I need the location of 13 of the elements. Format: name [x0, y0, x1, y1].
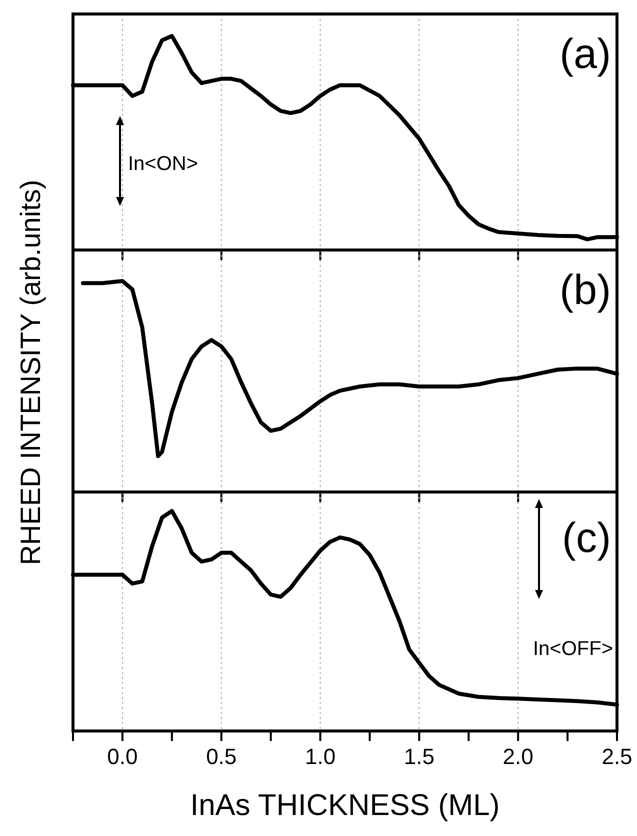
y-axis-title: RHEED INTENSITY (arb.units): [15, 180, 46, 566]
x-tick-label: 2.0: [502, 744, 534, 769]
x-tick-label: 1.0: [304, 744, 336, 769]
x-tick-label: 1.5: [404, 744, 434, 769]
x-axis-title: InAs THICKNESS (ML): [190, 789, 500, 822]
x-tick-label: 0.5: [206, 744, 237, 769]
annotation: (c): [562, 514, 611, 561]
annotation: (b): [560, 266, 611, 313]
annotation: (a): [560, 30, 611, 77]
annotation: In<ON>: [128, 153, 198, 175]
x-tick-label: 2.5: [602, 744, 632, 769]
x-tick-label: 0.0: [107, 744, 138, 769]
annotation: In<OFF>: [532, 638, 613, 660]
